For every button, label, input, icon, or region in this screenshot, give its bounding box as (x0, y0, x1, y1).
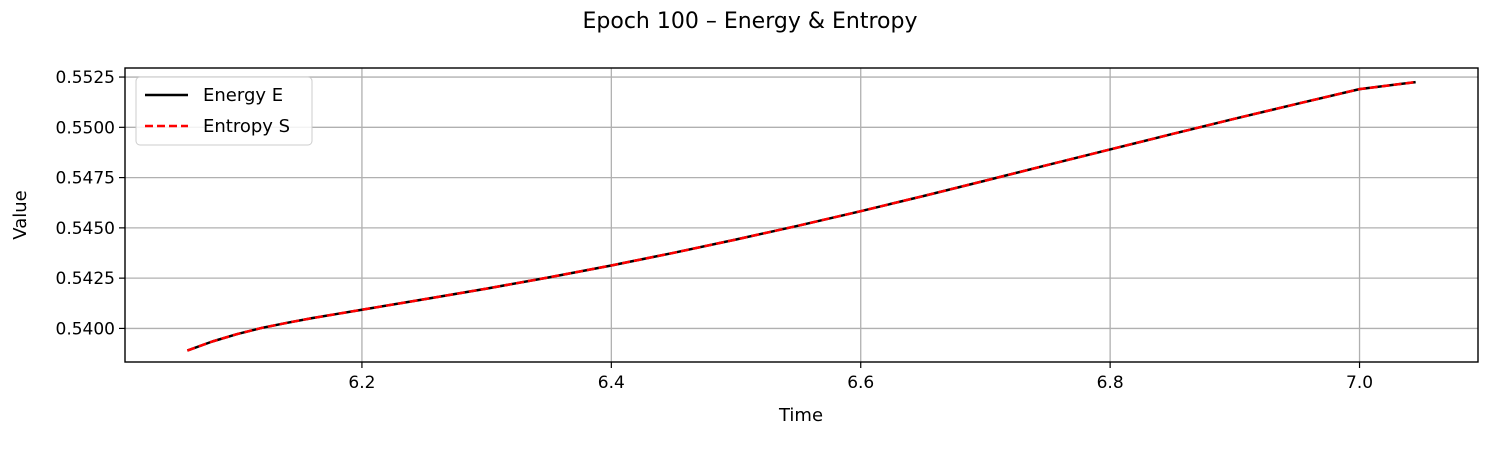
legend-label-entropy: Entropy S (203, 116, 290, 137)
x-tick-label: 6.4 (598, 373, 625, 393)
x-tick-label: 7.0 (1346, 373, 1373, 393)
plot-frame (124, 67, 1479, 363)
y-tick-label: 0.5450 (56, 219, 115, 239)
x-tick-label: 6.6 (847, 373, 874, 393)
y-axis-label: Value (10, 190, 31, 239)
y-tick-label: 0.5500 (56, 118, 115, 138)
series-line-entropy (186, 80, 1416, 352)
ticks: 6.2 6.4 6.6 6.8 7.0 0.5400 0.5425 0.5450 0.5475 0… (56, 68, 1374, 393)
x-tick-label: 6.2 (348, 373, 375, 393)
y-tick-label: 0.5525 (56, 68, 115, 88)
legend-label-energy: Energy E (203, 85, 283, 106)
y-tick-label: 0.5400 (56, 319, 115, 339)
y-tick-label: 0.5475 (56, 169, 115, 189)
series-layer (186, 80, 1416, 352)
chart-title: Epoch 100 – Energy & Entropy (583, 9, 918, 34)
x-axis-label: Time (778, 405, 823, 426)
legend: Energy E Entropy S (135, 76, 313, 146)
x-tick-label: 6.8 (1097, 373, 1124, 393)
y-tick-label: 0.5425 (56, 269, 115, 289)
grid (125, 68, 1478, 362)
